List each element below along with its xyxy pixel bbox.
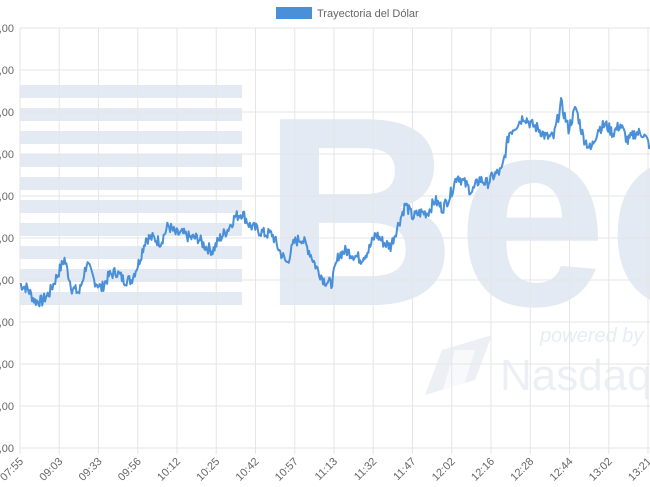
x-tick-label: 13:21 <box>626 456 650 484</box>
series-layer <box>19 97 650 308</box>
series-line-trayectoria-dolar[interactable] <box>19 97 650 308</box>
x-tick-label: 12:16 <box>469 456 497 484</box>
y-tick-label: ,00 <box>0 359 14 371</box>
x-tick-label: 11:13 <box>313 456 340 483</box>
watermark-nasdaq-text: Nasdaq <box>500 351 650 400</box>
watermark-stripes-logo <box>20 85 242 305</box>
x-tick-label: 12:02 <box>430 456 458 484</box>
becas-watermark: Bec powered by Nasdaq <box>20 62 650 400</box>
y-axis-ticks: ,00 ,00 ,00 ,00 ,00 ,00 ,00 ,00 ,00 ,00 ,00 <box>0 23 14 455</box>
chart-legend[interactable]: Trayectoria del Dólar <box>276 7 419 20</box>
y-tick-label: ,00 <box>0 233 14 245</box>
y-tick-label: ,00 <box>0 65 14 77</box>
watermark-stripe <box>20 131 242 144</box>
watermark-stripe <box>20 246 242 259</box>
x-tick-label: 11:47 <box>391 456 418 483</box>
watermark-stripe <box>20 108 242 121</box>
y-tick-label: ,00 <box>0 275 14 287</box>
y-tick-label: ,00 <box>0 191 14 203</box>
x-tick-label: 10:25 <box>194 456 222 484</box>
watermark-powered-text: powered by <box>539 325 644 347</box>
x-axis-ticks: 07:55 09:03 09:33 09:56 10:12 10:25 10:42 10:57… <box>0 456 650 484</box>
x-tick-label: 09:33 <box>77 456 105 484</box>
watermark-stripe <box>20 177 242 190</box>
x-tick-label: 10:12 <box>155 456 183 484</box>
watermark-stripe <box>20 269 242 282</box>
nasdaq-logo-icon <box>425 335 492 395</box>
x-tick-label: 09:03 <box>37 456 65 484</box>
x-tick-label: 07:55 <box>0 456 26 484</box>
y-tick-label: ,00 <box>0 401 14 413</box>
x-tick-label: 09:56 <box>116 456 144 484</box>
x-tick-label: 11:32 <box>352 456 379 483</box>
watermark-stripe <box>20 85 242 98</box>
watermark-stripe <box>20 154 242 167</box>
legend-color-box <box>276 7 312 19</box>
watermark-stripe <box>20 223 242 236</box>
x-tick-label: 10:57 <box>273 456 301 484</box>
x-tick-label: 10:42 <box>234 456 262 484</box>
y-tick-label: ,00 <box>0 107 14 119</box>
legend-label: Trayectoria del Dólar <box>317 8 419 20</box>
y-tick-label: ,00 <box>0 23 14 35</box>
watermark-brand-text: Bec <box>262 62 650 363</box>
x-tick-label: 12:28 <box>508 456 536 484</box>
y-tick-label: ,00 <box>0 149 14 161</box>
watermark-stripe <box>20 200 242 213</box>
y-tick-label: ,00 <box>0 317 14 329</box>
x-tick-label: 12:44 <box>548 456 576 484</box>
chart-grid <box>19 27 650 454</box>
watermark-stripe <box>20 292 242 305</box>
x-tick-label: 13:02 <box>587 456 615 484</box>
y-tick-label: ,00 <box>0 443 14 455</box>
